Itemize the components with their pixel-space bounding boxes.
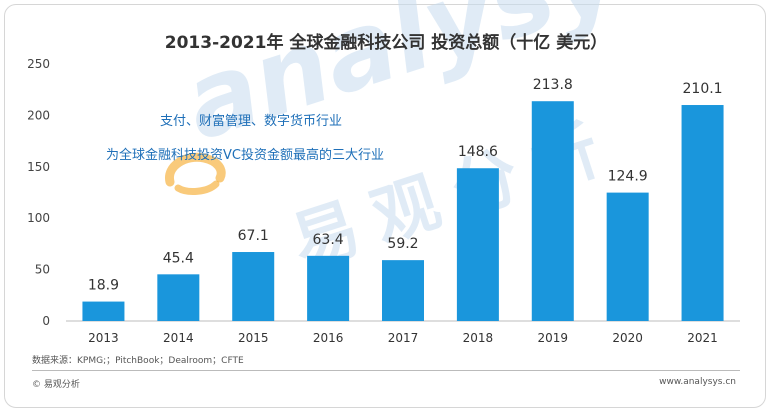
x-tick-label: 2013 (88, 331, 119, 345)
bar (232, 252, 275, 321)
x-tick-label: 2020 (612, 331, 643, 345)
x-tick-label: 2021 (687, 331, 718, 345)
footer-url[interactable]: www.analysys.cn (659, 377, 736, 387)
bar (456, 168, 499, 321)
bar (82, 301, 125, 321)
bar (382, 260, 424, 321)
bar (606, 192, 649, 321)
data-source-note: 数据来源：KPMG;；PitchBook；Dealroom；CFTE (32, 356, 244, 366)
y-tick-label: 250 (27, 57, 50, 71)
bar-value-label: 18.9 (88, 278, 119, 294)
bar (307, 255, 350, 321)
watermark-logo-icon (165, 152, 226, 195)
y-tick-label: 50 (35, 263, 50, 277)
footer-brand: © 易观分析 (32, 380, 80, 390)
bar-value-label: 148.6 (458, 144, 498, 160)
bar-value-label: 213.8 (533, 77, 573, 93)
x-tick-label: 2015 (238, 331, 269, 345)
x-tick-label: 2016 (313, 331, 344, 345)
bar-value-label: 59.2 (387, 236, 418, 252)
annotation-line-2: 为全球金融科技投资VC投资金额最高的三大行业 (106, 148, 384, 163)
bar (531, 101, 574, 322)
y-tick-label: 0 (42, 314, 50, 328)
annotation-line-1: 支付、财富管理、数字货币行业 (160, 114, 343, 129)
y-tick-label: 100 (27, 211, 50, 225)
y-tick-label: 150 (27, 160, 50, 174)
footer-divider (32, 370, 740, 371)
x-tick-label: 2018 (463, 331, 494, 345)
bar-value-label: 210.1 (683, 81, 723, 97)
bar-value-label: 67.1 (238, 228, 269, 244)
x-tick-label: 2017 (388, 331, 419, 345)
x-tick-label: 2019 (538, 331, 569, 345)
chart-title: 2013-2021年 全球金融科技公司 投资总额（十亿 美元） (164, 33, 608, 53)
x-tick-label: 2014 (163, 331, 194, 345)
bar-value-label: 45.4 (163, 250, 194, 266)
bar-value-label: 63.4 (313, 232, 344, 248)
bar-value-label: 124.9 (608, 169, 648, 185)
bar (681, 105, 724, 321)
bar (157, 274, 200, 321)
y-tick-label: 200 (27, 108, 50, 122)
